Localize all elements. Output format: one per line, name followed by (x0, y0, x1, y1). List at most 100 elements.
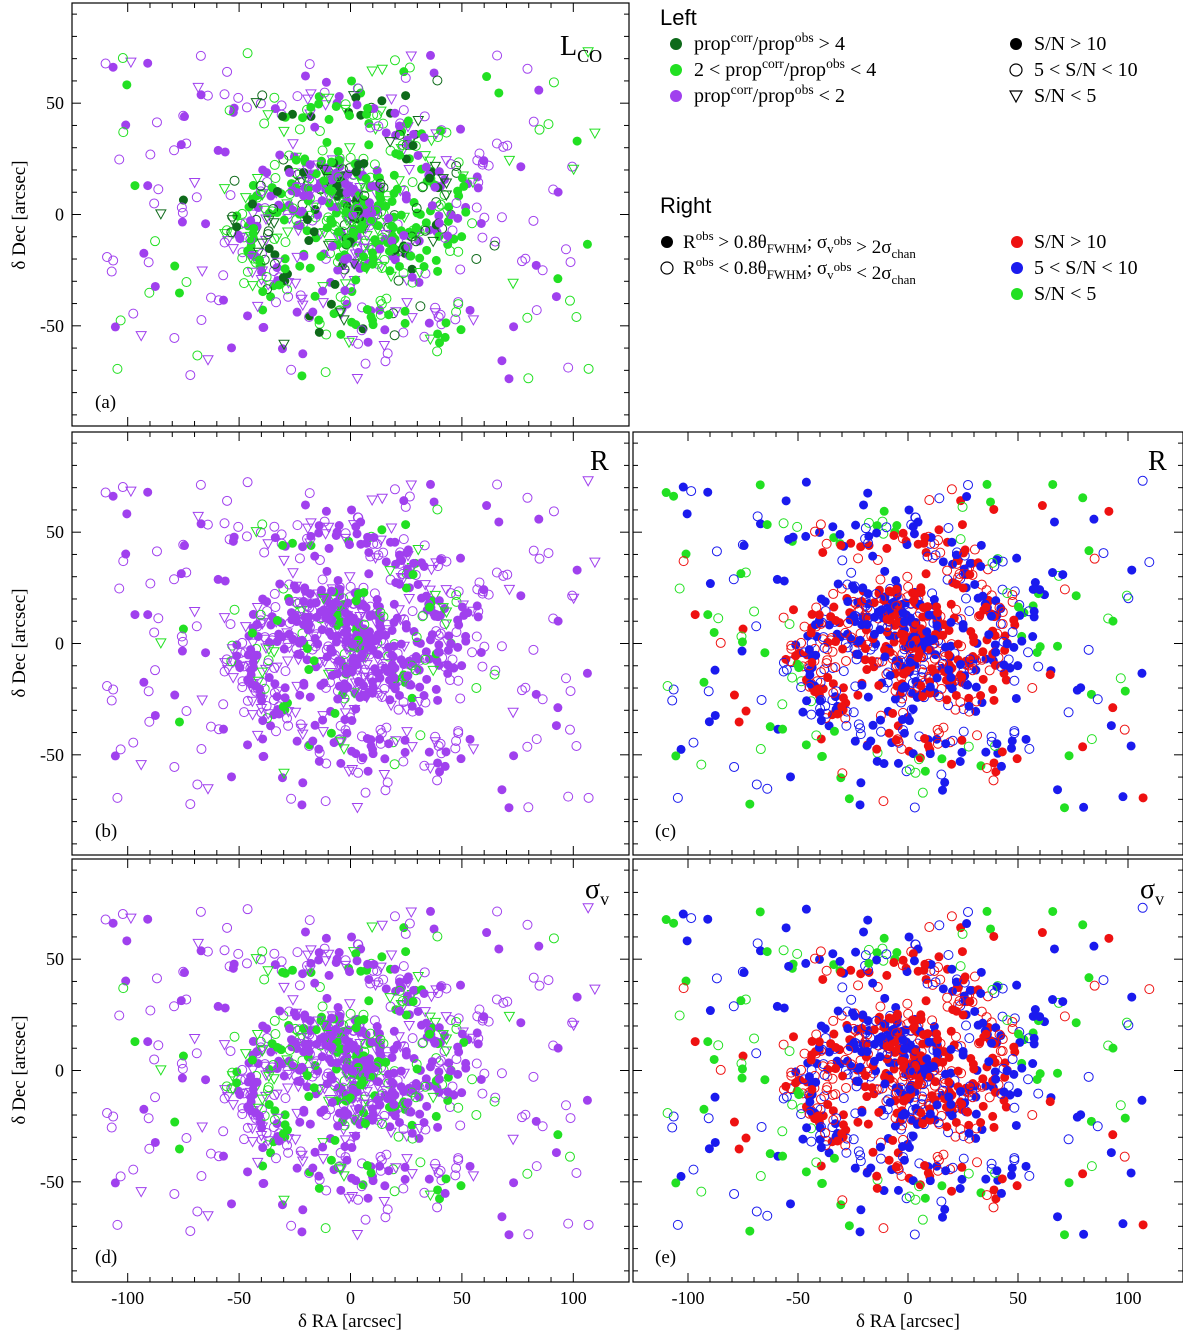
data-point (390, 1163, 402, 1174)
data-point (271, 1113, 284, 1125)
data-point (1012, 980, 1022, 990)
data-point (424, 318, 434, 328)
data-point (295, 261, 305, 271)
data-point (910, 512, 921, 523)
data-point (125, 913, 137, 925)
data-point (799, 621, 810, 632)
data-point (661, 488, 671, 498)
data-point (261, 271, 272, 282)
data-point (817, 1179, 827, 1189)
data-point (446, 1066, 456, 1076)
data-point (516, 685, 527, 696)
data-point (286, 364, 297, 375)
y-tick-label: -50 (40, 316, 64, 336)
data-point (351, 1176, 361, 1186)
data-point (308, 1163, 318, 1173)
data-point (151, 973, 162, 984)
data-point (310, 978, 320, 988)
data-point (736, 1058, 747, 1069)
data-point (334, 736, 347, 748)
data-point (1049, 944, 1059, 954)
data-point (1027, 682, 1038, 693)
data-point (892, 521, 902, 531)
data-point (246, 1072, 256, 1082)
data-point (326, 299, 336, 309)
data-point (430, 182, 440, 192)
data-point (318, 286, 328, 296)
data-point (319, 529, 332, 540)
data-point (317, 574, 328, 585)
data-point (393, 1032, 405, 1043)
data-point (360, 263, 370, 273)
data-point (965, 985, 975, 995)
data-point (242, 1122, 253, 1133)
data-point (880, 566, 890, 576)
data-point (1009, 1013, 1020, 1024)
data-point (741, 706, 751, 716)
data-point (240, 647, 251, 658)
data-point (377, 952, 387, 962)
data-point (378, 547, 389, 558)
data-point (1035, 642, 1045, 652)
data-point (471, 1058, 482, 1069)
data-point (951, 690, 961, 700)
data-point (327, 1042, 337, 1052)
data-point (567, 1020, 580, 1032)
data-point (314, 92, 324, 102)
data-point (143, 610, 153, 620)
data-point (375, 178, 386, 189)
data-point (737, 539, 748, 550)
data-point (340, 286, 350, 296)
data-point (976, 967, 986, 977)
data-point (437, 1030, 450, 1041)
data-point (968, 1079, 978, 1089)
data-point (294, 220, 304, 230)
data-point (289, 278, 302, 290)
data-point (936, 1196, 947, 1207)
data-point (451, 1023, 462, 1034)
data-point (403, 594, 416, 605)
data-point (317, 1001, 328, 1012)
y-tick-label: 50 (46, 522, 64, 542)
data-point (437, 174, 450, 185)
data-point (946, 617, 956, 627)
data-point (300, 71, 310, 81)
data-point (507, 707, 519, 719)
data-point (437, 603, 450, 614)
data-point (378, 1197, 391, 1208)
data-point (841, 1133, 852, 1144)
data-point (403, 165, 416, 176)
data-point (879, 759, 889, 769)
data-point (1098, 548, 1109, 559)
data-point (427, 236, 440, 248)
panel-d-xlabel: δ RA [arcsec] (298, 1311, 402, 1332)
data-point (820, 597, 830, 607)
data-point (824, 1047, 834, 1057)
data-point (369, 959, 379, 969)
data-point (410, 236, 421, 247)
data-point (672, 792, 683, 803)
data-point (565, 257, 576, 268)
data-point (410, 665, 421, 676)
data-point (841, 706, 852, 717)
data-point (246, 281, 259, 292)
data-point (1084, 973, 1094, 983)
data-point (981, 763, 992, 774)
data-point (376, 493, 389, 505)
data-point (399, 231, 409, 241)
data-point (330, 279, 340, 289)
data-point (311, 200, 322, 211)
data-point (420, 654, 431, 665)
data-point (418, 610, 429, 621)
data-point (339, 960, 352, 972)
data-point (419, 967, 430, 978)
data-point (330, 708, 340, 718)
data-point (955, 1183, 965, 1193)
data-point (1092, 694, 1103, 705)
data-point (169, 145, 180, 156)
data-point (365, 978, 376, 989)
data-point (465, 305, 475, 315)
data-point (271, 297, 282, 308)
data-point (523, 1229, 534, 1240)
data-point (433, 1122, 443, 1132)
